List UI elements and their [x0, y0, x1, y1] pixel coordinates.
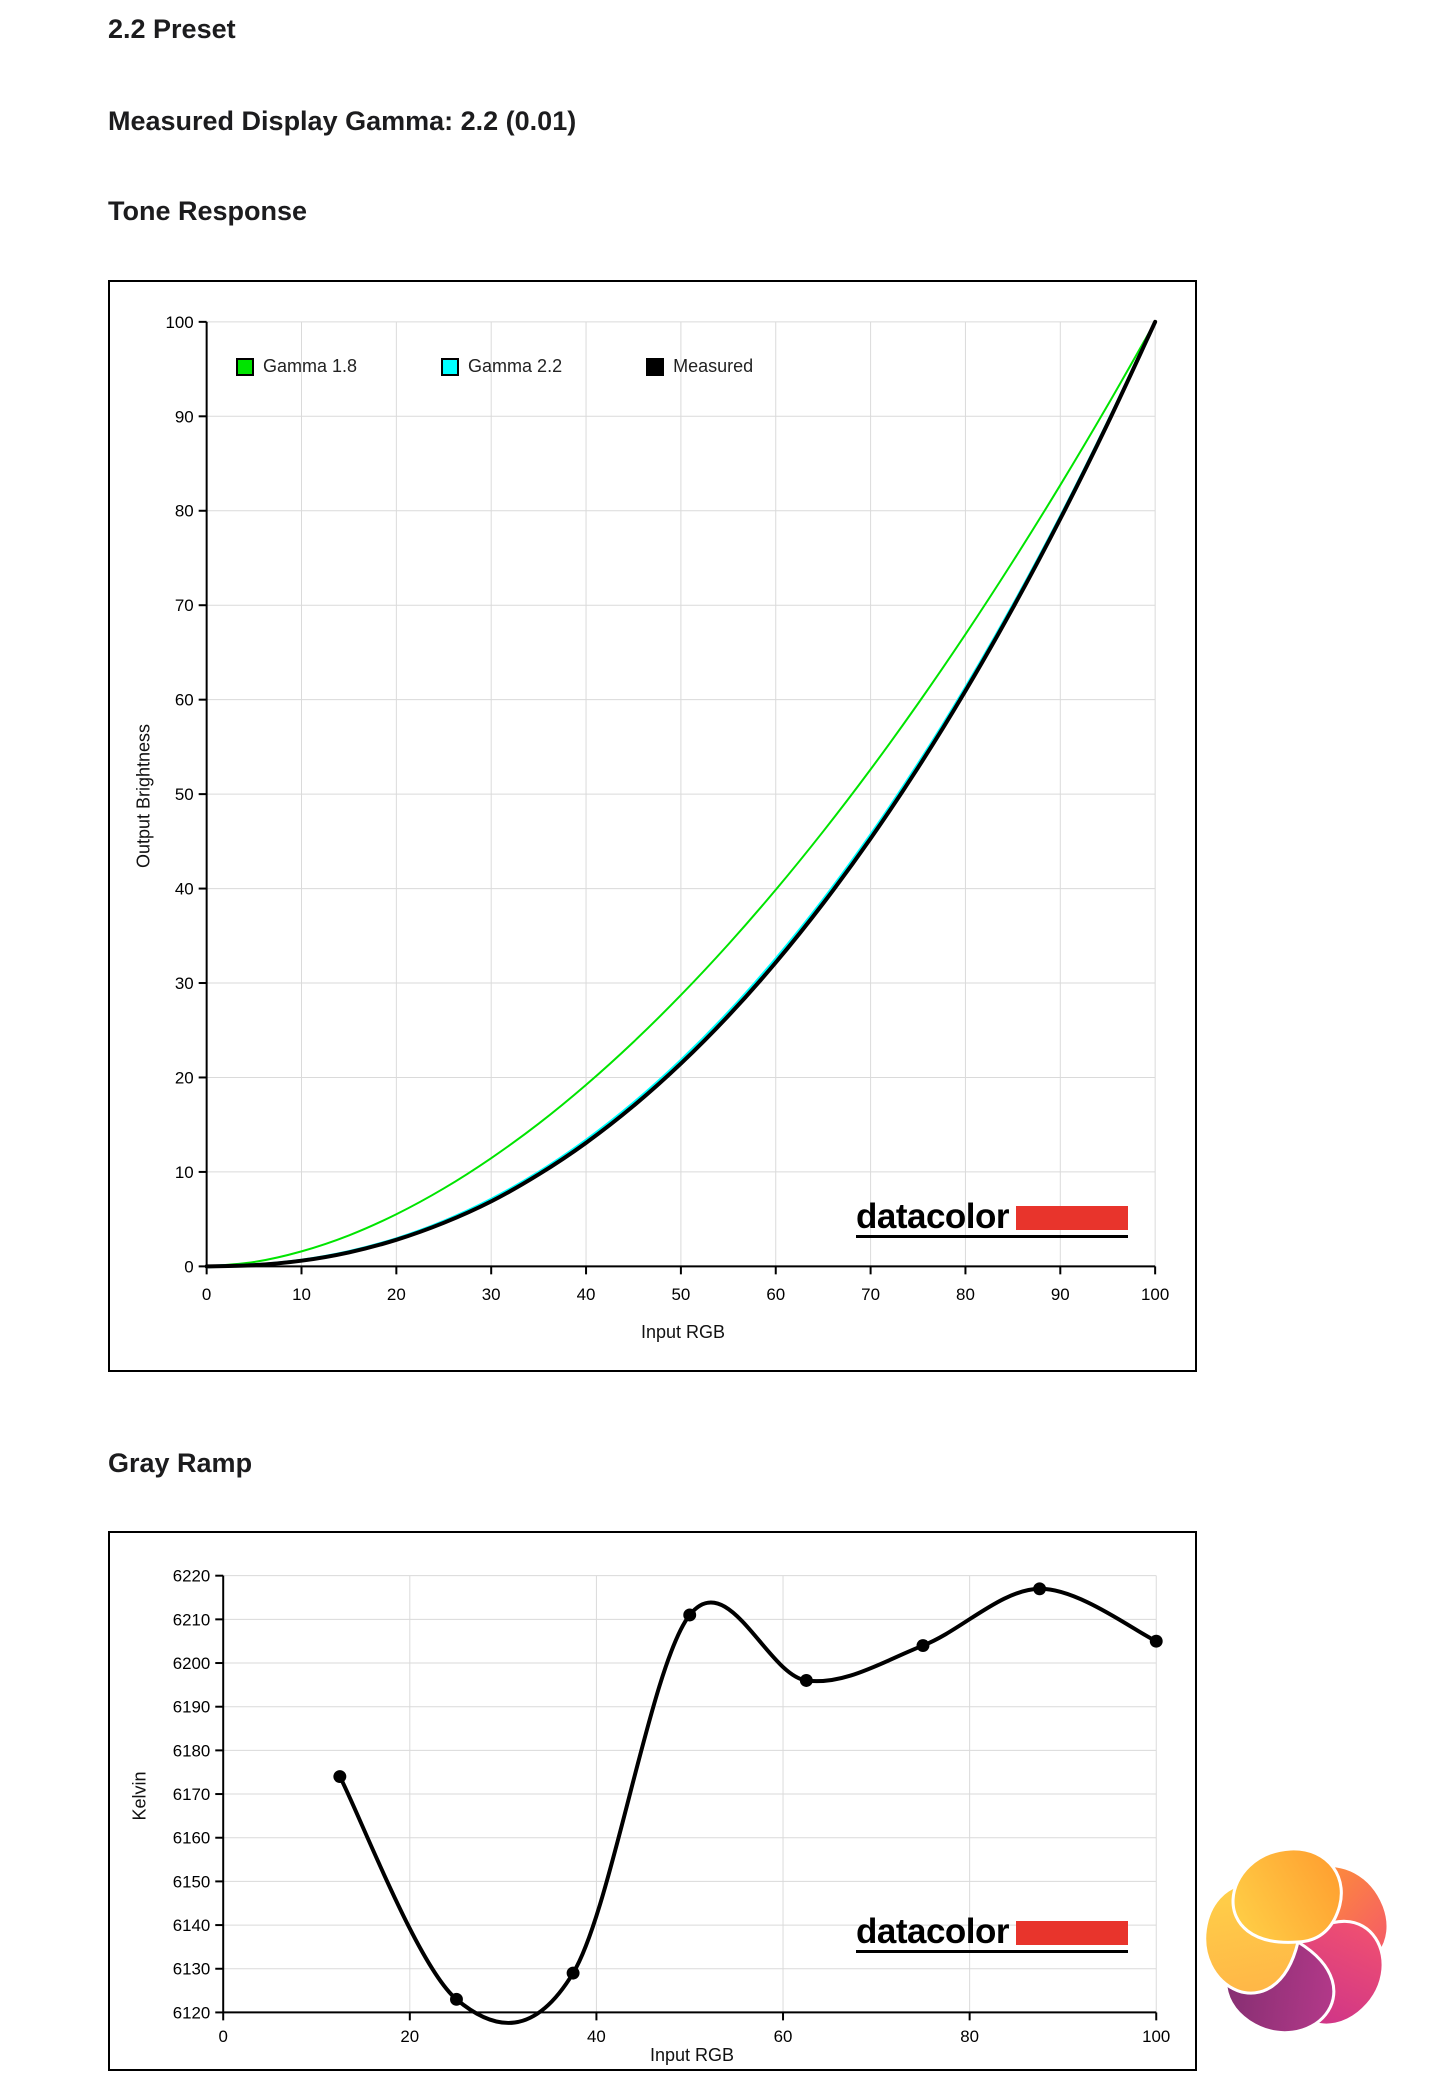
- svg-text:6140: 6140: [173, 1916, 211, 1935]
- svg-text:20: 20: [387, 1285, 406, 1304]
- datacolor-logo-2: datacolor: [856, 1912, 1129, 1953]
- svg-text:6170: 6170: [173, 1785, 211, 1804]
- x-axis-title-input-rgb: Input RGB: [640, 1322, 726, 1342]
- svg-text:0: 0: [184, 1257, 193, 1276]
- svg-text:60: 60: [766, 1285, 785, 1304]
- svg-text:20: 20: [400, 2027, 419, 2046]
- svg-text:60: 60: [175, 691, 194, 710]
- datacolor-red-bar: [1016, 1920, 1129, 1945]
- svg-text:6150: 6150: [173, 1872, 211, 1891]
- x-axis-title-input-rgb-2: Input RGB: [649, 2045, 735, 2065]
- svg-text:6220: 6220: [173, 1567, 211, 1586]
- datacolor-logo: datacolor: [856, 1197, 1129, 1238]
- svg-text:60: 60: [774, 2027, 793, 2046]
- svg-text:6130: 6130: [173, 1960, 211, 1979]
- svg-text:6190: 6190: [173, 1698, 211, 1717]
- y-axis-title-output-brightness: Output Brightness: [133, 723, 154, 869]
- svg-text:90: 90: [1051, 1285, 1070, 1304]
- kitguru-logo: [1203, 1847, 1390, 2035]
- svg-text:40: 40: [577, 1285, 596, 1304]
- svg-text:10: 10: [292, 1285, 311, 1304]
- heading-measured-gamma: Measured Display Gamma: 2.2 (0.01): [108, 106, 577, 136]
- svg-text:6210: 6210: [173, 1610, 211, 1629]
- legend-item-measured: Measured: [646, 356, 753, 377]
- svg-text:100: 100: [165, 313, 193, 332]
- legend-item-gamma-18: Gamma 1.8: [236, 356, 357, 377]
- legend-item-gamma-22: Gamma 2.2: [441, 356, 562, 377]
- svg-text:20: 20: [175, 1068, 194, 1087]
- svg-text:50: 50: [175, 785, 194, 804]
- svg-text:30: 30: [482, 1285, 501, 1304]
- svg-text:80: 80: [175, 502, 194, 521]
- gray-ramp-plot: 0 20 40 60 80 100 6120 6130 6140 6150 6160 6170 6180…: [173, 1567, 1171, 2047]
- svg-text:80: 80: [956, 1285, 975, 1304]
- svg-text:100: 100: [1142, 2027, 1170, 2046]
- y-axis-title-kelvin: Kelvin: [129, 1771, 150, 1821]
- svg-text:70: 70: [175, 596, 194, 615]
- datacolor-wordmark: datacolor: [856, 1912, 1010, 1951]
- datacolor-red-bar: [1016, 1205, 1129, 1230]
- svg-text:0: 0: [219, 2027, 228, 2046]
- svg-text:50: 50: [671, 1285, 690, 1304]
- measured-swatch-icon: [646, 357, 665, 376]
- legend-label: Measured: [673, 356, 754, 376]
- kitguru-swirl-petals: [1203, 1847, 1390, 2035]
- svg-text:80: 80: [960, 2027, 979, 2046]
- gray-ramp-chart: 0 20 40 60 80 100 6120 6130 6140 6150 6160 6170 6180…: [108, 1531, 1197, 2071]
- svg-text:90: 90: [175, 407, 194, 426]
- tone-response-chart: 0 10 20 30 40 50 60 70 80 90 100 0 10 20 30 40 50 60 70 80 9…: [108, 280, 1197, 1372]
- svg-text:6120: 6120: [173, 2003, 211, 2022]
- heading-preset: 2.2 Preset: [108, 14, 236, 44]
- svg-text:70: 70: [861, 1285, 880, 1304]
- svg-text:10: 10: [175, 1163, 194, 1182]
- svg-text:6200: 6200: [173, 1654, 211, 1673]
- svg-text:100: 100: [1141, 1285, 1169, 1304]
- svg-text:6160: 6160: [173, 1829, 211, 1848]
- legend-label: Gamma 2.2: [468, 356, 563, 376]
- legend-label: Gamma 1.8: [263, 356, 358, 376]
- svg-text:40: 40: [587, 2027, 606, 2046]
- tone-response-legend: Gamma 1.8 Gamma 2.2 Measured: [236, 356, 753, 377]
- gamma-22-swatch-icon: [441, 357, 460, 376]
- svg-text:30: 30: [175, 974, 194, 993]
- gamma-18-swatch-icon: [236, 357, 254, 376]
- tone-response-plot: 0 10 20 30 40 50 60 70 80 90 100 0 10 20 30 40 50 60 70 80 9…: [165, 313, 1169, 1304]
- heading-gray-ramp: Gray Ramp: [108, 1448, 253, 1478]
- svg-text:6180: 6180: [173, 1741, 211, 1760]
- datacolor-wordmark: datacolor: [856, 1197, 1010, 1236]
- svg-text:40: 40: [175, 880, 194, 899]
- heading-tone-response: Tone Response: [108, 196, 308, 226]
- svg-text:0: 0: [202, 1285, 211, 1304]
